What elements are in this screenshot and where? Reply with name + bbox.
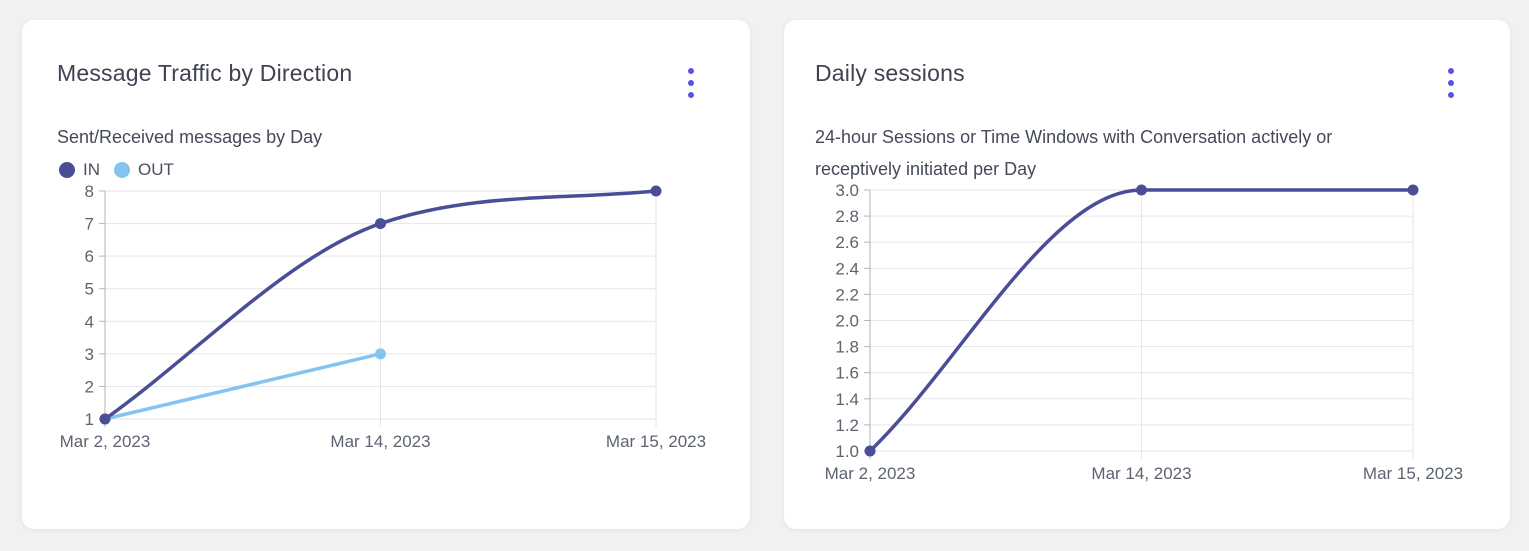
y-tick-label: 2.0 (835, 312, 859, 331)
kebab-icon (1448, 92, 1454, 98)
data-point (1407, 184, 1419, 196)
y-tick-label: 1.2 (835, 416, 859, 435)
kebab-icon (688, 68, 694, 74)
legend-item-out[interactable]: OUT (114, 160, 174, 180)
y-tick-label: 6 (85, 247, 94, 266)
kebab-icon (688, 92, 694, 98)
kebab-icon (1448, 68, 1454, 74)
y-tick-label: 4 (85, 312, 94, 331)
y-tick-label: 3.0 (835, 181, 859, 200)
card-menu-button[interactable] (1440, 66, 1462, 100)
x-tick-label: Mar 14, 2023 (1091, 464, 1191, 483)
series-line (868, 188, 1415, 453)
y-tick-label: 3 (85, 345, 94, 364)
y-tick-label: 1.0 (835, 442, 859, 461)
data-point (375, 218, 386, 230)
y-tick-label: 7 (85, 215, 94, 234)
chart-legend: IN OUT (59, 160, 174, 180)
line-chart-daily-sessions: 3.0 2.8 2.6 2.4 2.2 2.0 1.8 1.6 1.4 1.2 1.0 Mar 2, … (825, 181, 1463, 483)
x-tick-label: Mar 14, 2023 (330, 432, 430, 451)
data-point (375, 348, 386, 360)
legend-dot-icon (59, 162, 75, 178)
subtitle-line: receptively initiated per Day (815, 159, 1037, 179)
y-tick-label: 1 (85, 410, 94, 429)
subtitle-line: 24-hour Sessions or Time Windows with Co… (815, 127, 1333, 147)
y-tick-label: 2.2 (835, 285, 859, 304)
y-tick-label: 2.8 (835, 207, 859, 226)
y-tick-label: 1.4 (835, 390, 859, 409)
kebab-icon (688, 80, 694, 86)
card-subtitle: 24-hour Sessions or Time Windows with Co… (815, 121, 1470, 185)
card-title: Daily sessions (815, 60, 965, 86)
y-tick-label: 2 (85, 377, 94, 396)
x-tick-label: Mar 2, 2023 (60, 432, 151, 451)
card-title: Message Traffic by Direction (57, 60, 353, 86)
data-point (650, 185, 662, 197)
x-tick-label: Mar 15, 2023 (1363, 464, 1463, 483)
y-tick-label: 2.6 (835, 233, 859, 252)
y-tick-label: 8 (85, 182, 94, 201)
legend-label: IN (83, 160, 100, 179)
card-daily-sessions: Daily sessions 24-hour Sessions or Time … (784, 20, 1510, 529)
series-line (103, 352, 383, 421)
data-point (864, 445, 876, 457)
y-tick-label: 5 (85, 280, 94, 299)
y-tick-label: 1.6 (835, 364, 859, 383)
data-point (99, 413, 111, 425)
legend-dot-icon (114, 162, 130, 178)
card-menu-button[interactable] (680, 66, 702, 100)
data-point (1136, 184, 1147, 196)
legend-label: OUT (138, 160, 174, 179)
x-tick-label: Mar 2, 2023 (825, 464, 916, 483)
card-subtitle: Sent/Received messages by Day (57, 127, 323, 147)
legend-item-in[interactable]: IN (59, 160, 100, 180)
line-chart-message-traffic: 8 7 6 5 4 3 2 1 Mar 2, 2023 Mar 14, 2023 Mar 15, 2… (60, 182, 706, 451)
y-tick-label: 2.4 (835, 259, 859, 278)
card-message-traffic: Message Traffic by Direction Sent/Receiv… (22, 20, 750, 529)
x-tick-label: Mar 15, 2023 (606, 432, 706, 451)
kebab-icon (1448, 80, 1454, 86)
y-tick-label: 1.8 (835, 338, 859, 357)
